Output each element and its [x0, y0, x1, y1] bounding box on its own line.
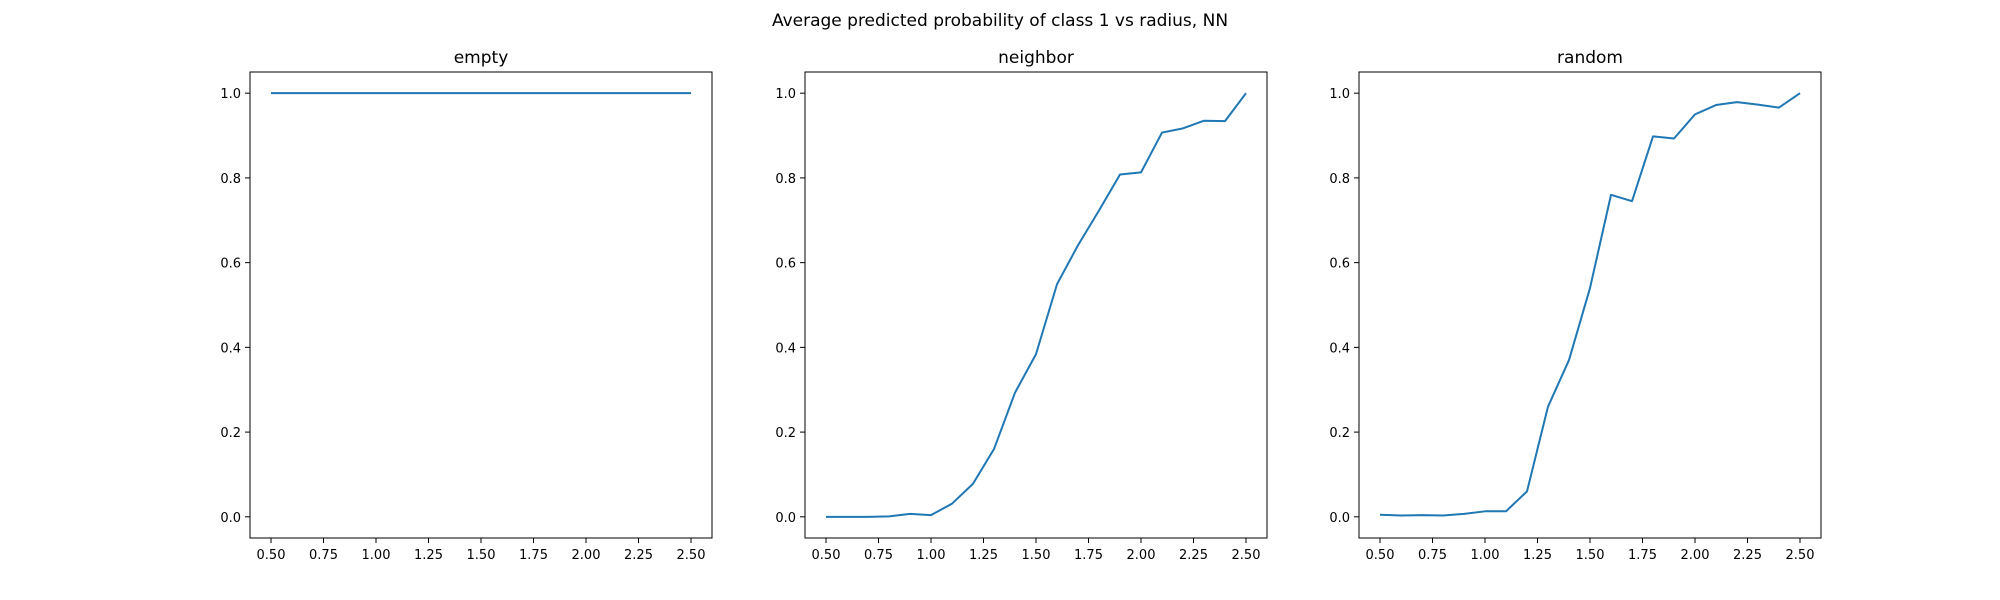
x-tick-label: 0.50 [1366, 548, 1395, 563]
x-tick-label: 2.25 [624, 548, 653, 563]
x-tick-label: 1.50 [1576, 548, 1605, 563]
x-tick-label: 1.00 [1471, 548, 1500, 563]
x-tick-label: 1.50 [467, 548, 496, 563]
y-tick-label: 0.8 [1329, 172, 1350, 187]
y-tick-label: 0.4 [775, 341, 796, 356]
x-tick-label: 1.75 [519, 548, 548, 563]
panel-random: random 0.50 0.75 1.00 1.25 1.50 1.75 2.00 2.25 2.… [1329, 48, 1822, 563]
x-tick-label: 2.00 [1127, 548, 1156, 563]
x-tick-label: 1.25 [969, 548, 998, 563]
series-line-neighbor [826, 92, 1247, 518]
y-tick-label: 0.6 [775, 257, 796, 272]
x-tick-label: 0.75 [1418, 548, 1447, 563]
y-tick-label: 0.0 [775, 511, 796, 526]
y-tick-label: 0.2 [775, 426, 796, 441]
x-tick-label: 1.75 [1628, 548, 1657, 563]
x-tick-label: 2.50 [677, 548, 706, 563]
x-tick-label: 0.50 [812, 548, 841, 563]
y-tick-label: 0.6 [220, 257, 241, 272]
x-tick-label: 2.00 [572, 548, 601, 563]
x-tick-label: 1.00 [917, 548, 946, 563]
y-tick-label: 0.8 [775, 172, 796, 187]
x-tick-label: 0.75 [864, 548, 893, 563]
x-tick-label: 1.75 [1074, 548, 1103, 563]
x-tick-label: 0.75 [309, 548, 338, 563]
panel-neighbor: neighbor 0.50 0.75 1.00 1.25 1.50 1.75 2.00 2.25… [775, 48, 1268, 563]
y-tick-label: 0.8 [220, 172, 241, 187]
axes-frame [249, 71, 713, 539]
x-tick-label: 2.25 [1179, 548, 1208, 563]
axes-frame [1358, 71, 1822, 539]
axes-frame [804, 71, 1268, 539]
y-tick-label: 0.4 [220, 341, 241, 356]
y-tick-label: 1.0 [775, 87, 796, 102]
figure-suptitle: Average predicted probability of class 1… [772, 11, 1228, 31]
panel-title: random [1557, 48, 1623, 68]
y-tick-label: 0.0 [1329, 511, 1350, 526]
x-tick-label: 0.50 [257, 548, 286, 563]
y-tick-label: 1.0 [220, 87, 241, 102]
x-tick-label: 1.25 [414, 548, 443, 563]
x-tick-label: 2.50 [1232, 548, 1261, 563]
x-tick-label: 2.50 [1786, 548, 1815, 563]
y-tick-label: 0.2 [1329, 426, 1350, 441]
y-tick-label: 0.4 [1329, 341, 1350, 356]
panel-empty: empty 0.50 0.75 1.00 1.25 1.50 1.75 2.00 2.25 2.5… [220, 48, 713, 563]
y-tick-label: 1.0 [1329, 87, 1350, 102]
x-tick-label: 1.00 [362, 548, 391, 563]
y-tick-label: 0.2 [220, 426, 241, 441]
panel-title: neighbor [998, 48, 1074, 68]
panel-title: empty [454, 48, 509, 68]
x-tick-label: 1.25 [1523, 548, 1552, 563]
x-tick-label: 2.25 [1733, 548, 1762, 563]
x-tick-label: 1.50 [1022, 548, 1051, 563]
chart-panels: empty 0.50 0.75 1.00 1.25 1.50 1.75 2.00 2.25 2.5… [220, 48, 1822, 563]
y-tick-label: 0.6 [1329, 257, 1350, 272]
y-tick-label: 0.0 [220, 511, 241, 526]
series-line-random [1379, 92, 1801, 517]
x-tick-label: 2.00 [1681, 548, 1710, 563]
